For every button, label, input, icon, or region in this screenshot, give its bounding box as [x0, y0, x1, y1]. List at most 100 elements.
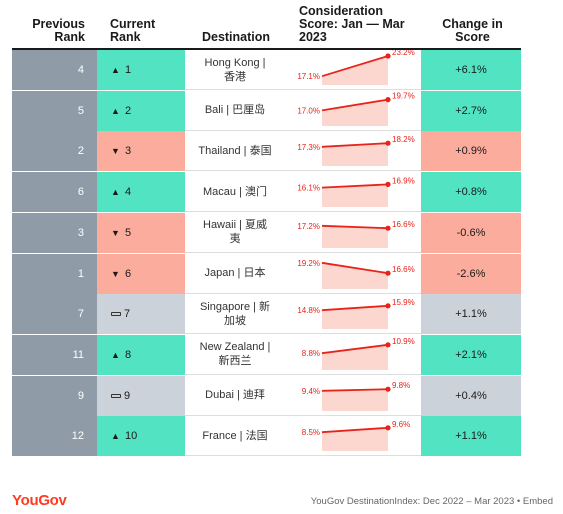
previous-rank-cell: 12	[12, 416, 97, 457]
score-change-cell: +6.1%	[421, 50, 521, 90]
table-row: 7 7 Singapore | 新加坡 14.8% 15.9% +1.1%	[12, 294, 521, 335]
sparkline-start-label: 14.8%	[297, 306, 320, 315]
table-row: 12 ▲ 10 France | 法国 8.5% 9.6% +1.1%	[12, 416, 521, 457]
current-rank-value: 10	[125, 430, 138, 443]
sparkline-start-label: 17.2%	[297, 222, 320, 231]
score-change-cell: -2.6%	[421, 253, 521, 294]
sparkline-end-point	[385, 342, 391, 348]
no-change-icon	[111, 393, 121, 398]
current-rank-cell: ▲ 1	[97, 50, 185, 90]
previous-rank-cell: 3	[12, 212, 97, 253]
sparkline-end-point	[385, 270, 391, 276]
current-rank-value: 4	[125, 186, 132, 199]
destination-label: 夷	[229, 233, 241, 246]
table-row: 5 ▲ 2 Bali | 巴厘岛 17.0% 19.7% +2.7%	[12, 90, 521, 131]
destination-label: Bali | 巴厘岛	[204, 104, 266, 117]
current-rank-cell: ▲ 4	[97, 172, 185, 213]
current-rank-value: 6	[125, 267, 132, 280]
rank-down-icon: ▼	[111, 268, 120, 279]
previous-rank-cell: 2	[12, 131, 97, 172]
current-rank-cell: ▼ 3	[97, 131, 185, 172]
table-row: 2 ▼ 3 Thailand | 泰国 17.3% 18.2% +0.9%	[12, 131, 521, 172]
destination-cell: Bali | 巴厘岛	[185, 90, 285, 131]
destination-cell: Macau | 澳门	[185, 172, 285, 213]
previous-rank-cell: 7	[12, 294, 97, 335]
sparkline: 17.1% 23.2%	[297, 50, 415, 85]
destination-cell: Japan | 日本	[185, 253, 285, 294]
table-row: 6 ▲ 4 Macau | 澳门 16.1% 16.9% +0.8%	[12, 172, 521, 213]
sparkline-start-label: 8.8%	[302, 349, 320, 358]
sparkline-end-label: 9.6%	[392, 420, 410, 429]
sparkline-start-label: 17.1%	[297, 72, 320, 81]
destination-cell: Dubai | 迪拜	[185, 375, 285, 416]
sparkline-area	[322, 344, 388, 370]
current-rank-cell: ▼ 6	[97, 253, 185, 294]
yougov-logo[interactable]: YouGov	[12, 492, 67, 509]
sparkline-end-label: 10.9%	[392, 337, 415, 346]
sparkline: 14.8% 15.9%	[297, 298, 415, 330]
rank-up-icon: ▲	[111, 65, 120, 75]
sparkline-line	[321, 305, 389, 312]
destination-label: Dubai | 迪拜	[205, 389, 265, 402]
sparkline-end-point	[385, 140, 391, 147]
destination-label: 香港	[224, 70, 246, 83]
sparkline: 19.2% 16.6%	[297, 258, 415, 289]
sparkline-end-point	[385, 303, 391, 309]
consideration-sparkline-cell: 17.0% 19.7%	[285, 90, 421, 131]
table-row: 11 ▲ 8 New Zealand | 新西兰 8.8% 10.9% +2.1%	[12, 334, 521, 375]
sparkline-area	[322, 388, 388, 411]
sparkline-line	[321, 261, 389, 274]
consideration-sparkline-cell: 8.8% 10.9%	[285, 334, 421, 375]
previous-rank-cell: 4	[12, 50, 97, 90]
previous-rank-cell: 1	[12, 253, 97, 294]
sparkline-start-label: 16.1%	[297, 184, 320, 193]
destination-label: Hong Kong |	[204, 56, 266, 69]
sparkline-end-point	[385, 425, 391, 431]
sparkline-line	[321, 427, 389, 434]
destination-label: 加坡	[224, 314, 246, 327]
consideration-sparkline-cell: 14.8% 15.9%	[285, 294, 421, 335]
destination-cell: France | 法国	[185, 416, 285, 457]
current-rank-cell: 9	[97, 375, 185, 416]
sparkline-line	[321, 343, 389, 354]
score-change-cell: +2.7%	[421, 90, 521, 131]
sparkline-end-label: 16.9%	[392, 176, 415, 185]
sparkline: 17.0% 19.7%	[297, 91, 415, 126]
consideration-sparkline-cell: 16.1% 16.9%	[285, 172, 421, 213]
destination-label: Macau | 澳门	[203, 185, 267, 198]
sparkline-line	[321, 55, 389, 78]
current-rank-value: 3	[125, 145, 132, 158]
sparkline-start-label: 9.4%	[302, 386, 320, 395]
sparkline-area	[322, 99, 388, 126]
consideration-sparkline-cell: 19.2% 16.6%	[285, 253, 421, 294]
sparkline: 8.8% 10.9%	[302, 337, 415, 370]
header-previous-rank-line2: Rank	[54, 30, 85, 44]
destination-label: Thailand | 泰国	[198, 144, 272, 157]
current-rank-value: 2	[125, 104, 132, 117]
header-previous-rank-line1: Previous	[32, 17, 85, 31]
consideration-sparkline-cell: 17.2% 16.6%	[285, 212, 421, 253]
sparkline-line	[321, 98, 389, 111]
sparkline: 8.5% 9.6%	[302, 420, 410, 452]
current-rank-value: 9	[124, 389, 131, 402]
score-change-cell: -0.6%	[421, 212, 521, 253]
sparkline-area	[322, 184, 388, 208]
no-change-icon	[111, 312, 121, 317]
destination-cell: New Zealand | 新西兰	[185, 334, 285, 375]
header-change-line1: Change in	[442, 17, 503, 31]
table-row: 4 ▲ 1 Hong Kong | 香港 17.1% 23.2% +6.1%	[12, 50, 521, 90]
sparkline: 9.4% 9.8%	[302, 381, 410, 411]
sparkline-end-label: 18.2%	[392, 136, 415, 145]
sparkline-line	[321, 224, 389, 229]
consideration-sparkline-cell: 17.3% 18.2%	[285, 131, 421, 172]
header-consideration-score: Consideration Score: Jan — Mar 2023	[299, 5, 419, 44]
sparkline-end-label: 9.8%	[392, 381, 410, 390]
sparkline-end-label: 19.7%	[392, 91, 415, 100]
sparkline-area	[322, 225, 388, 248]
sparkline-line	[321, 387, 389, 392]
sparkline-end-point	[385, 181, 391, 188]
sparkline-start-label: 17.3%	[297, 143, 320, 152]
previous-rank-cell: 11	[12, 334, 97, 375]
sparkline-area	[322, 428, 388, 452]
header-consideration-line1: Consideration	[299, 4, 384, 18]
